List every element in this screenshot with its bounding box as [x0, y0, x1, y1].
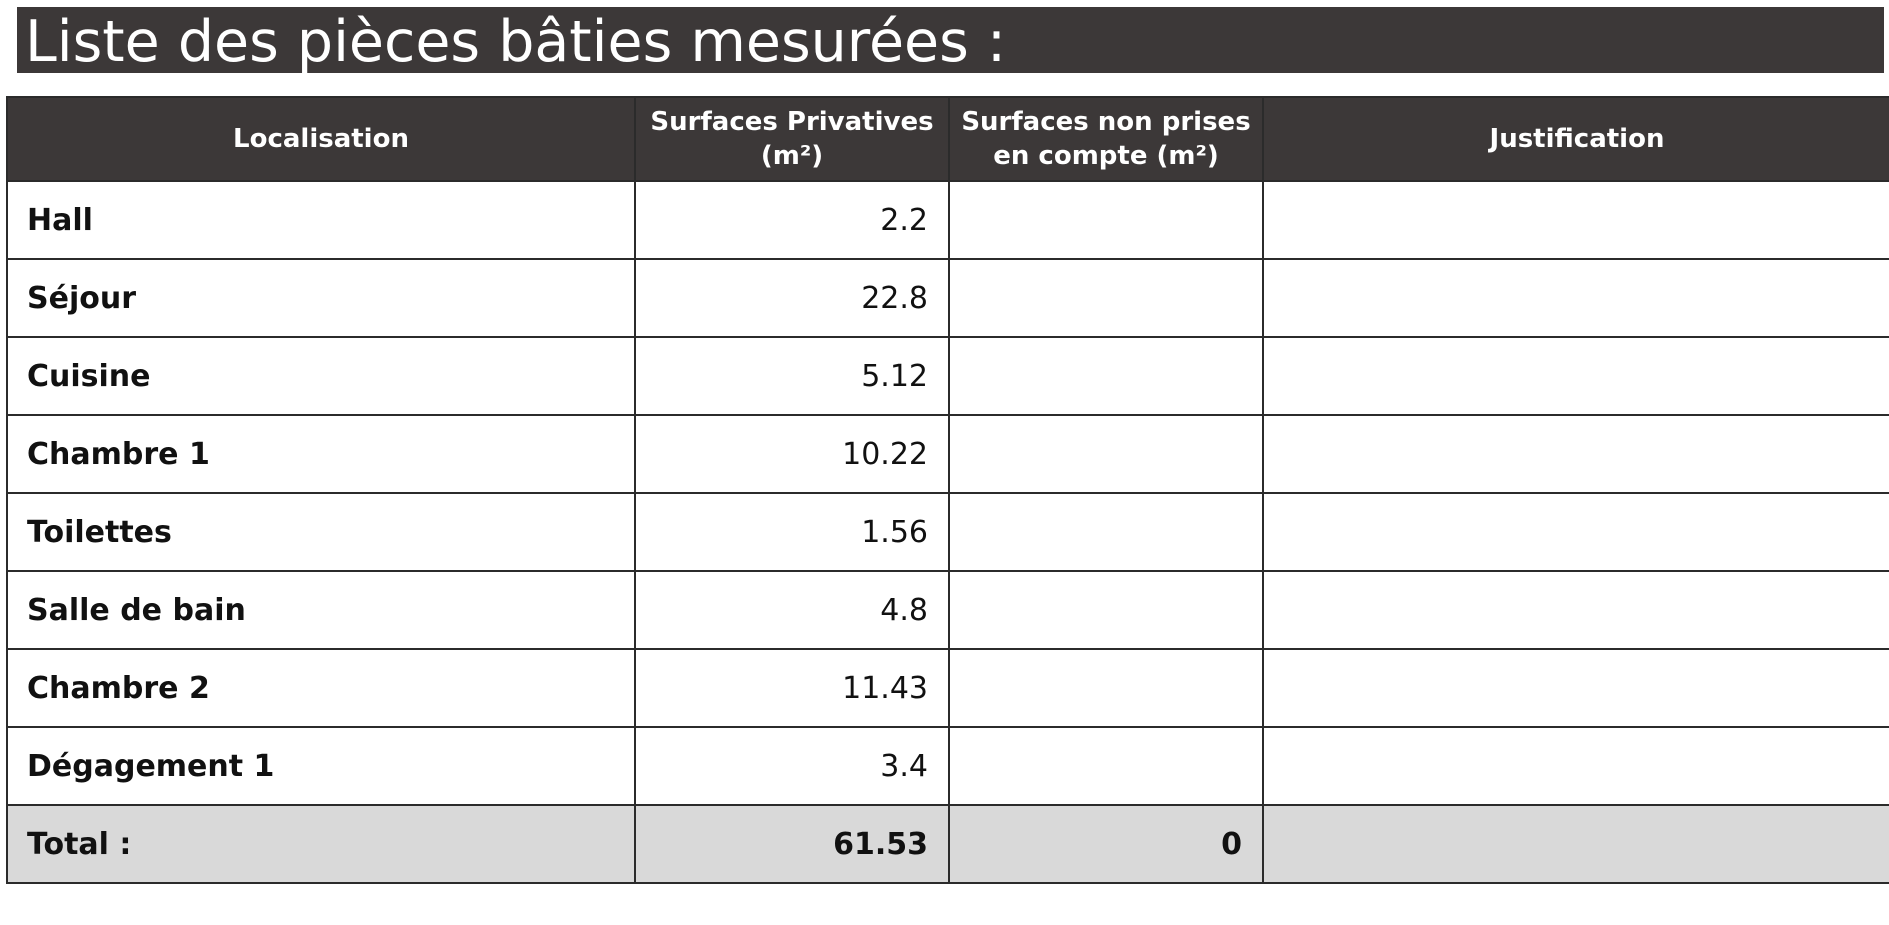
cell-localisation: Hall [6, 180, 636, 260]
rooms-table: Localisation Surfaces Privatives (m²) Su… [6, 96, 1889, 884]
cell-surface-non-prise [948, 492, 1264, 572]
table-row: Toilettes 1.56 [6, 492, 1889, 572]
cell-surface-non-prise [948, 336, 1264, 416]
table-row: Dégagement 1 3.4 [6, 726, 1889, 806]
cell-localisation: Cuisine [6, 336, 636, 416]
table-row: Chambre 2 11.43 [6, 648, 1889, 728]
cell-surface-privative: 11.43 [634, 648, 950, 728]
cell-justification [1262, 336, 1889, 416]
cell-justification [1262, 648, 1889, 728]
cell-surface-privative: 10.22 [634, 414, 950, 494]
cell-localisation: Chambre 2 [6, 648, 636, 728]
table-row: Cuisine 5.12 [6, 336, 1889, 416]
total-label: Total : [6, 804, 636, 884]
cell-justification [1262, 180, 1889, 260]
header-justification: Justification [1262, 96, 1889, 182]
cell-localisation: Chambre 1 [6, 414, 636, 494]
cell-localisation: Dégagement 1 [6, 726, 636, 806]
cell-surface-non-prise [948, 258, 1264, 338]
header-surfaces-non-prises-line1: Surfaces non prises [961, 107, 1251, 137]
header-surfaces-privatives-line1: Surfaces Privatives [650, 107, 934, 137]
cell-localisation: Séjour [6, 258, 636, 338]
cell-surface-non-prise [948, 414, 1264, 494]
cell-surface-privative: 22.8 [634, 258, 950, 338]
cell-justification [1262, 570, 1889, 650]
header-surfaces-privatives-line2: (m²) [760, 141, 824, 171]
cell-surface-privative: 5.12 [634, 336, 950, 416]
cell-surface-non-prise [948, 726, 1264, 806]
table-row: Séjour 22.8 [6, 258, 1889, 338]
cell-justification [1262, 726, 1889, 806]
total-justification [1262, 804, 1889, 884]
cell-surface-non-prise [948, 570, 1264, 650]
table-body: Hall 2.2 Séjour 22.8 Cuisine 5.12 Chambr… [6, 180, 1889, 884]
cell-justification [1262, 492, 1889, 572]
header-row: Localisation Surfaces Privatives (m²) Su… [6, 96, 1889, 182]
cell-surface-privative: 4.8 [634, 570, 950, 650]
total-row: Total : 61.53 0 [6, 804, 1889, 884]
header-surfaces-non-prises-line2: en compte (m²) [993, 141, 1219, 171]
cell-justification [1262, 414, 1889, 494]
page-title: Liste des pièces bâties mesurées : [25, 9, 1007, 75]
header-localisation: Localisation [6, 96, 636, 182]
table-row: Hall 2.2 [6, 180, 1889, 260]
cell-surface-non-prise [948, 648, 1264, 728]
page-title-bar: Liste des pièces bâties mesurées : [13, 7, 1884, 75]
table-header: Localisation Surfaces Privatives (m²) Su… [6, 96, 1889, 182]
cell-localisation: Salle de bain [6, 570, 636, 650]
table-row: Chambre 1 10.22 [6, 414, 1889, 494]
cell-localisation: Toilettes [6, 492, 636, 572]
cell-surface-non-prise [948, 180, 1264, 260]
cell-surface-privative: 2.2 [634, 180, 950, 260]
cell-surface-privative: 3.4 [634, 726, 950, 806]
header-surfaces-non-prises: Surfaces non prises en compte (m²) [948, 96, 1264, 182]
table-row: Salle de bain 4.8 [6, 570, 1889, 650]
total-surface-non-prise: 0 [948, 804, 1264, 884]
cell-surface-privative: 1.56 [634, 492, 950, 572]
total-surface-privative: 61.53 [634, 804, 950, 884]
cell-justification [1262, 258, 1889, 338]
header-surfaces-privatives: Surfaces Privatives (m²) [634, 96, 950, 182]
